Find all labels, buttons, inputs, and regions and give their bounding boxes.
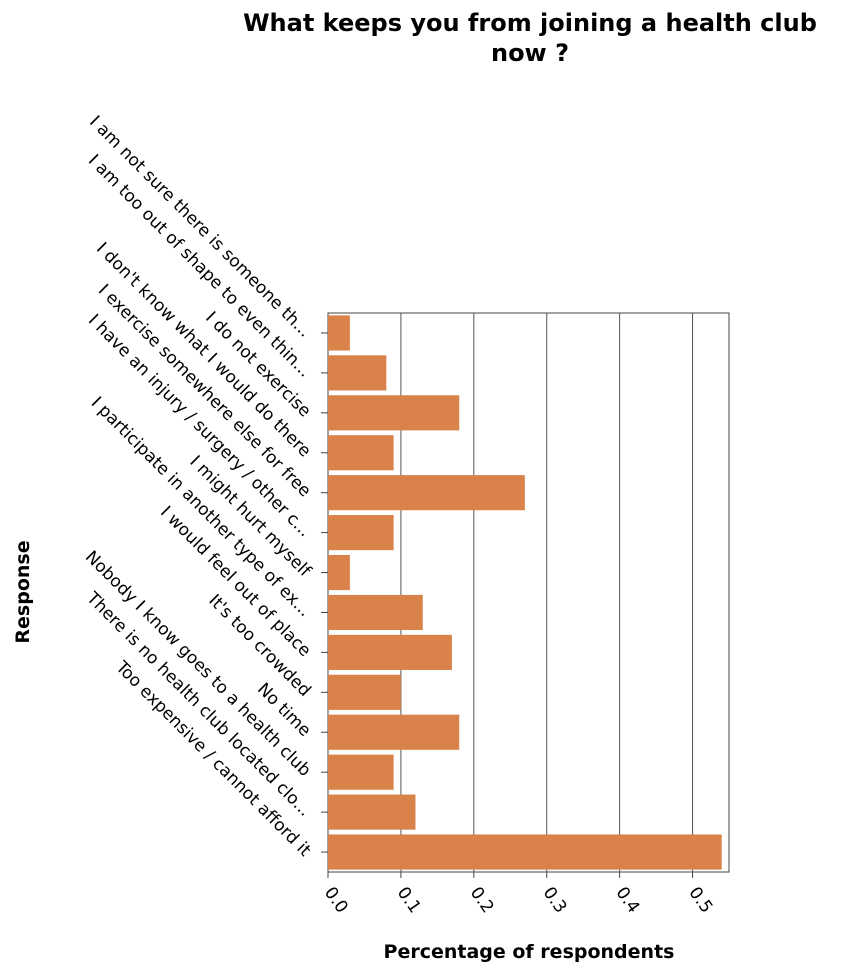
x-tick-label: 0.2 (466, 883, 498, 917)
bar (328, 634, 452, 670)
bar (328, 794, 416, 830)
bar (328, 395, 460, 431)
bar (328, 754, 394, 790)
bar (328, 674, 401, 710)
x-tick-labels: 0.0 0.1 0.2 0.3 0.4 0.5 (320, 883, 716, 917)
bar (328, 515, 394, 551)
x-tick-label: 0.1 (393, 883, 425, 917)
x-tick-label: 0.4 (612, 883, 644, 917)
y-ticks (321, 332, 328, 853)
gridlines (400, 313, 694, 872)
category-labels: I am not sure there is someone th...I am… (81, 112, 315, 861)
x-tick-label: 0.3 (539, 883, 571, 917)
y-axis-title: Response (12, 540, 34, 643)
plot-area: I am not sure there is someone th...I am… (81, 112, 730, 917)
bars (328, 315, 722, 870)
bar (328, 554, 350, 591)
bar (328, 475, 525, 511)
bar (328, 594, 423, 631)
bar (328, 714, 460, 750)
bar (328, 834, 722, 870)
bar (328, 355, 387, 391)
bar (328, 315, 350, 351)
chart-title-line-1: What keeps you from joining a health clu… (243, 9, 817, 37)
x-ticks (327, 872, 694, 878)
chart-title-line-2: now ? (491, 39, 569, 67)
x-tick-label: 0.5 (684, 883, 716, 917)
x-tick-label: 0.0 (320, 883, 352, 917)
bar (328, 435, 394, 471)
x-axis-title: Percentage of respondents (384, 941, 675, 963)
plot-frame (327, 312, 730, 873)
